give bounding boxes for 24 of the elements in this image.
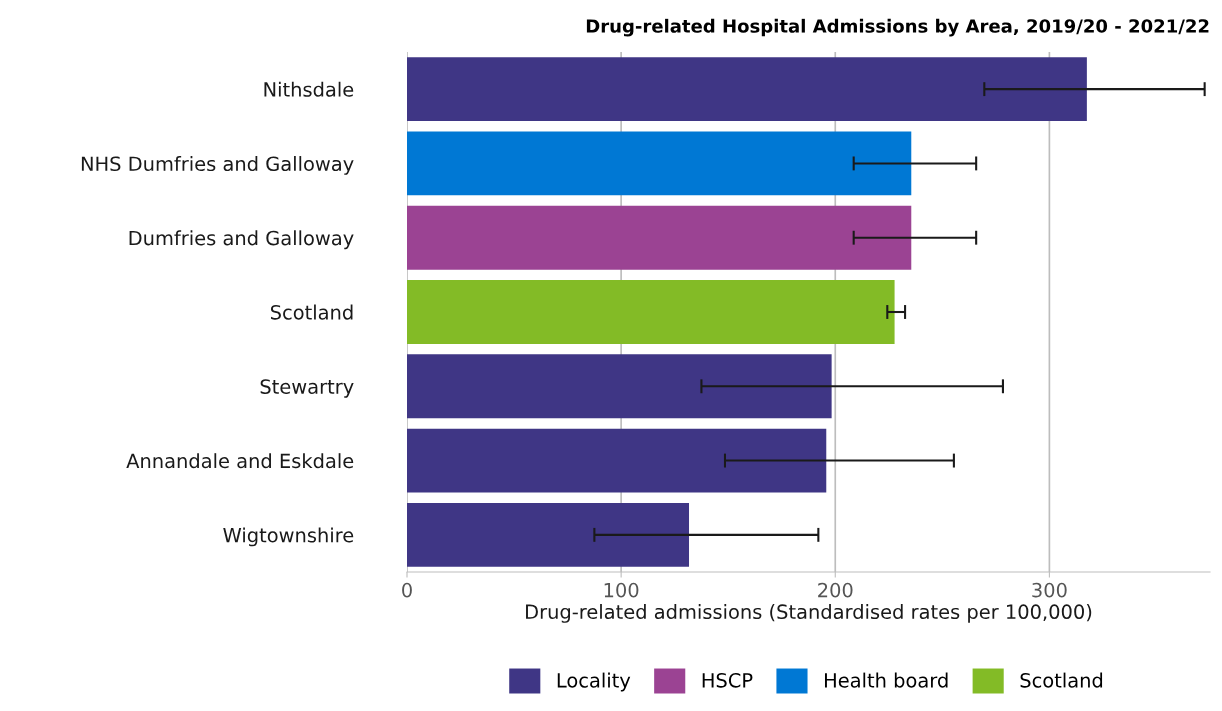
y-tick-label: Dumfries and Galloway <box>129 230 354 250</box>
bar <box>407 502 690 567</box>
y-tick-label: NHS Dumfries and Galloway <box>81 156 354 175</box>
y-tick-label: Annandale and Eskdale <box>126 453 354 469</box>
y-tick-label: Scotland <box>270 304 353 320</box>
y-tick-label: Nithsdale <box>264 81 354 97</box>
legend-label: Scotland <box>1020 672 1103 688</box>
bar <box>407 131 912 196</box>
x-tick-label: 0 <box>402 582 412 598</box>
bar <box>407 428 827 493</box>
x-axis-title: Drug-related admissions (Standardised rates per 100,000) <box>526 604 1092 623</box>
bar <box>407 205 912 270</box>
x-tick-label: 200 <box>818 582 853 598</box>
bar <box>407 57 1087 122</box>
x-tick-label: 300 <box>1032 582 1067 598</box>
y-tick-label: Wigtownshire <box>223 527 354 547</box>
bar <box>407 354 832 419</box>
legend-label: Locality <box>557 672 631 692</box>
bar <box>407 280 895 344</box>
legend-label: Health board <box>825 672 948 688</box>
chart-title: Drug-related Hospital Admissions by Area, 2019/20 - 2021/22 <box>586 18 1209 37</box>
y-tick-label: Stewartry <box>260 379 354 398</box>
x-tick-label: 100 <box>604 582 639 598</box>
legend-label: HSCP <box>702 672 753 688</box>
